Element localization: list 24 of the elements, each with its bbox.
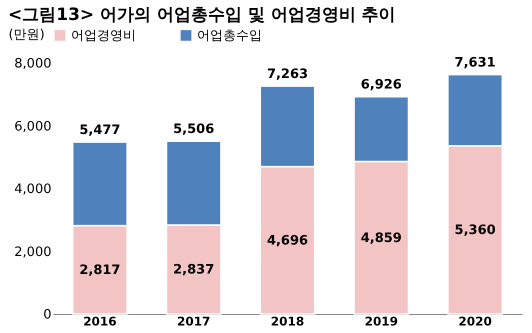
x-tick-label: 2016: [83, 314, 117, 328]
y-tick-label: 6,000: [14, 119, 52, 134]
data-label: 4,696: [266, 233, 308, 248]
data-label: 4,859: [360, 230, 402, 246]
data-label: 2,817: [79, 262, 120, 278]
x-tick-label: 2018: [270, 314, 304, 328]
legend-label: 어업총수입: [197, 28, 262, 44]
legend-label: 어업경영비: [71, 28, 136, 44]
data-label: 2,837: [173, 262, 214, 278]
x-tick-label: 2019: [364, 314, 398, 328]
y-tick-label: 4,000: [14, 182, 52, 197]
y-tick-label: 8,000: [14, 56, 52, 72]
x-tick-label: 2020: [458, 314, 492, 328]
total-label: 5,506: [173, 122, 214, 138]
y-tick-label: 0: [43, 308, 52, 322]
total-label: 5,477: [79, 123, 120, 138]
y-axis-title: (만원): [8, 28, 45, 42]
y-tick-label: 2,000: [14, 244, 52, 260]
data-label: 5,360: [454, 222, 496, 238]
chart-title: <그림13> 어가의 어업총수입 및 어업경영비 추이: [8, 5, 396, 25]
total-label: 7,263: [266, 67, 308, 82]
x-tick-label: 2017: [176, 314, 210, 328]
total-label: 6,926: [360, 78, 402, 93]
total-label: 7,631: [454, 56, 496, 71]
